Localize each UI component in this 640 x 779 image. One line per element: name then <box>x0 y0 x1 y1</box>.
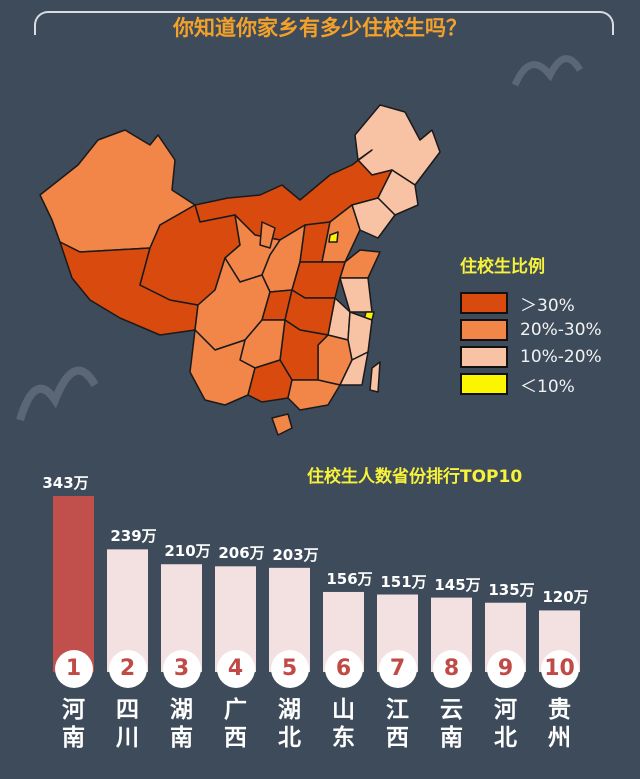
bar-value-label: 210万 <box>164 542 211 561</box>
legend-item: 10%-20% <box>460 345 602 369</box>
legend-title: 住校生比例 <box>460 257 545 277</box>
rank-badge: 6 <box>324 650 363 688</box>
province-label: 山东 <box>332 697 355 751</box>
china-map <box>39 104 441 436</box>
rank-badge: 2 <box>108 650 147 688</box>
legend-swatch <box>460 292 508 314</box>
region-guangdong <box>287 379 341 411</box>
legend-label: ＞30% <box>520 295 575 316</box>
province-label: 四川 <box>116 697 139 751</box>
bar-value-label: 145万 <box>434 575 481 594</box>
watermark-logo <box>510 40 610 104</box>
province-label: 湖南 <box>170 697 193 751</box>
region-beijing <box>328 231 339 243</box>
rank-badge: 7 <box>378 650 417 688</box>
bar-value-label: 151万 <box>380 572 427 591</box>
province-label: 湖北 <box>278 697 301 751</box>
legend-swatch <box>460 373 508 395</box>
region-taiwan <box>369 361 381 393</box>
province-label: 贵州 <box>548 697 571 751</box>
region-fujian <box>339 351 369 386</box>
rank-badge: 3 <box>162 650 201 688</box>
bar-value-label: 206万 <box>218 544 265 563</box>
watermark-logo-left <box>10 330 120 434</box>
legend-label: 10%-20% <box>520 347 602 367</box>
bar-value-label: 120万 <box>542 588 589 607</box>
ranking-title: 住校生人数省份排行TOP10 <box>307 467 523 487</box>
region-hebei <box>321 204 361 263</box>
region-ningxia <box>259 221 276 249</box>
legend-label: ＜10% <box>520 376 575 397</box>
legend-item: ＞30% <box>460 291 602 316</box>
bar-value-label: 135万 <box>488 580 535 599</box>
legend-label: 20%-30% <box>520 320 602 340</box>
bar-value-label: 203万 <box>272 545 319 564</box>
province-label: 河南 <box>62 697 85 751</box>
header-frame <box>34 11 614 35</box>
map-legend: 住校生比例 ＞30% 20%-30% 10%-20% ＜10% <box>460 252 602 399</box>
bar-河南 <box>53 496 94 672</box>
rank-badge: 10 <box>540 650 579 688</box>
province-label: 江西 <box>386 697 409 751</box>
province-label: 河北 <box>494 697 517 751</box>
legend-item: 20%-30% <box>460 318 602 342</box>
page-title: 你知道你家乡有多少住校生吗？ <box>0 12 640 42</box>
legend-swatch <box>460 319 508 341</box>
rank-badge: 8 <box>432 650 471 688</box>
rank-badge: 1 <box>54 650 93 688</box>
province-label: 广西 <box>224 697 247 751</box>
rank-badge: 5 <box>270 650 309 688</box>
legend-swatch <box>460 346 508 368</box>
bar-value-label: 343万 <box>42 474 89 492</box>
rank-badge: 9 <box>486 650 525 688</box>
rank-badge: 4 <box>216 650 255 688</box>
legend-item: ＜10% <box>460 372 602 397</box>
region-hainan <box>271 413 293 436</box>
province-label: 云南 <box>440 697 463 751</box>
bar-value-label: 156万 <box>326 569 373 588</box>
bar-value-label: 239万 <box>110 527 157 546</box>
